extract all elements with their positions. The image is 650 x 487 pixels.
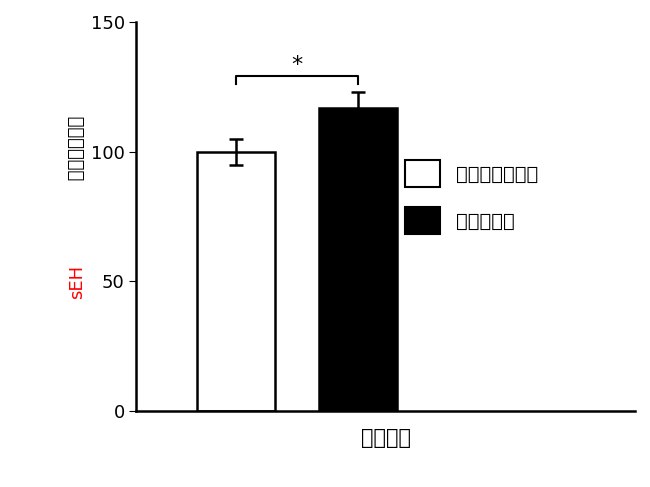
Text: 発現量（％）: 発現量（％） <box>68 116 86 186</box>
Text: sEH: sEH <box>68 265 86 299</box>
Legend: コントロール群, 母体暴露群: コントロール群, 母体暴露群 <box>406 160 538 234</box>
Bar <box>319 108 396 411</box>
Text: *: * <box>291 55 303 75</box>
Bar <box>198 151 275 411</box>
X-axis label: 前頭皮質: 前頭皮質 <box>361 428 411 448</box>
